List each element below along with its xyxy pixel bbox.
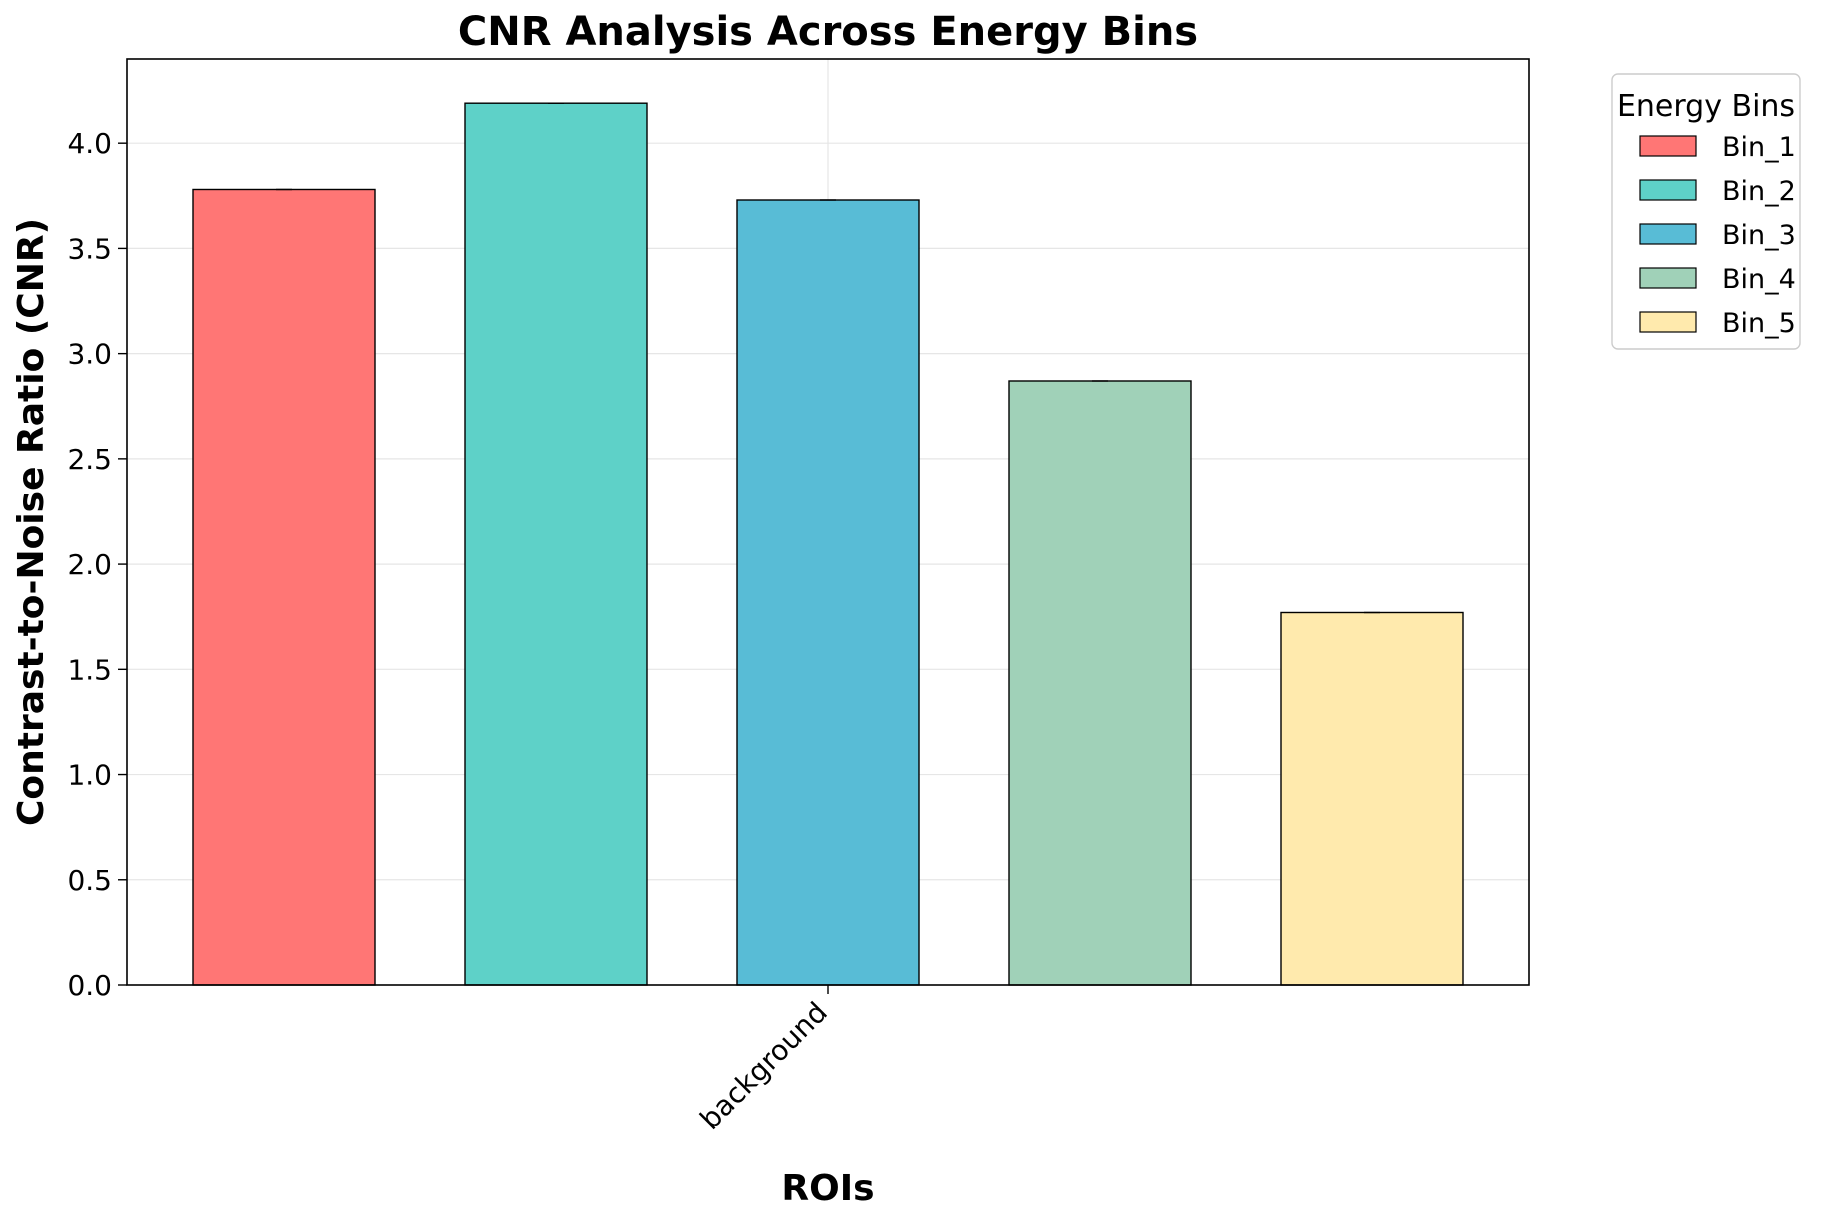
x-axis-label: ROIs: [781, 1168, 874, 1209]
bar-bin-4: [1008, 380, 1192, 986]
bar-bin-2: [464, 102, 648, 986]
legend-swatch-bin-1: [1639, 135, 1697, 157]
x-tick-label: background: [693, 996, 833, 1136]
y-axis: 0.0 0.5 1.0 1.5 2.0 2.5 3.0 3.5 4.0: [67, 127, 127, 1002]
legend-label: Bin_5: [1722, 308, 1796, 339]
bar-bin-5: [1280, 611, 1464, 986]
legend: Energy Bins Bin_1 Bin_2 Bin_3 Bin_4 Bin_5: [1611, 73, 1801, 350]
legend-label: Bin_3: [1722, 220, 1796, 251]
bars: [192, 102, 1464, 986]
legend-swatch-bin-2: [1639, 179, 1697, 201]
legend-swatch-bin-4: [1639, 267, 1697, 289]
legend-swatch-bin-3: [1639, 223, 1697, 245]
legend-label: Bin_4: [1722, 264, 1796, 295]
chart-title: CNR Analysis Across Energy Bins: [458, 9, 1198, 55]
bar-bin-1: [192, 188, 376, 986]
y-axis-label: Contrast-to-Noise Ratio (CNR): [11, 218, 52, 826]
legend-label: Bin_1: [1722, 132, 1796, 163]
y-tick-label: 2.0: [67, 548, 112, 581]
legend-label: Bin_2: [1722, 176, 1796, 207]
bar-bin-3: [736, 199, 920, 986]
y-tick-label: 3.0: [67, 338, 112, 371]
y-tick-label: 0.5: [67, 864, 112, 897]
y-tick-label: 1.0: [67, 759, 112, 792]
legend-title: Energy Bins: [1617, 89, 1795, 124]
y-tick-label: 4.0: [67, 127, 112, 160]
legend-swatch-bin-5: [1639, 311, 1697, 333]
y-tick-label: 3.5: [67, 232, 112, 265]
x-axis: background: [693, 985, 834, 1136]
y-tick-label: 1.5: [67, 653, 112, 686]
y-tick-label: 2.5: [67, 443, 112, 476]
y-tick-label: 0.0: [67, 969, 112, 1002]
